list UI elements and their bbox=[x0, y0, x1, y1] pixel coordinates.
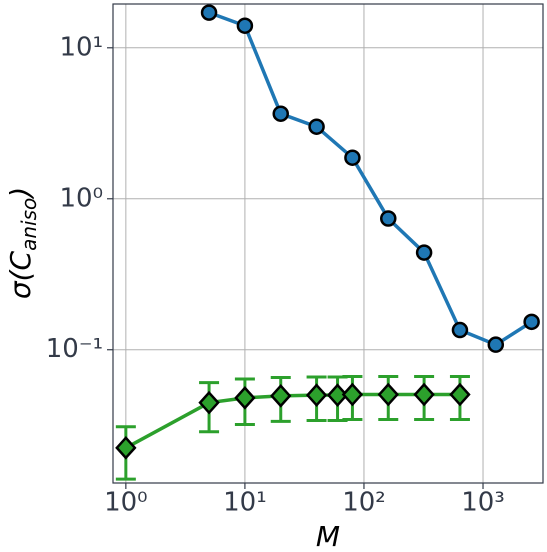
y-label-close: ) bbox=[4, 187, 37, 200]
point bbox=[198, 390, 220, 415]
y-tick-label: 10¹ bbox=[59, 32, 103, 62]
point bbox=[272, 105, 289, 122]
series-line bbox=[208, 10, 533, 347]
point bbox=[341, 382, 364, 407]
point bbox=[200, 4, 218, 21]
point bbox=[523, 313, 540, 331]
x-axis-label: M bbox=[316, 520, 340, 552]
point bbox=[270, 383, 292, 408]
point bbox=[380, 210, 397, 227]
point bbox=[344, 149, 361, 166]
point bbox=[115, 435, 137, 460]
x-tick-label: 10² bbox=[342, 488, 386, 518]
y-tick-label: 10⁰ bbox=[59, 183, 103, 213]
grid bbox=[107, 4, 543, 489]
series-line bbox=[125, 392, 460, 450]
point bbox=[449, 382, 471, 407]
point bbox=[487, 336, 505, 353]
point bbox=[234, 385, 256, 410]
point bbox=[377, 382, 399, 407]
point bbox=[413, 382, 435, 407]
y-axis-label: σ(Caniso) bbox=[4, 187, 41, 299]
axes-frame bbox=[112, 3, 544, 484]
point bbox=[308, 118, 325, 135]
plot-area bbox=[115, 4, 540, 481]
point bbox=[326, 383, 349, 408]
x-tick-label: 10³ bbox=[461, 488, 505, 518]
y-tick-label: 10⁻¹ bbox=[46, 334, 103, 364]
point bbox=[305, 383, 328, 408]
x-tick-label: 10¹ bbox=[223, 488, 267, 518]
point bbox=[236, 17, 254, 34]
x-tick-label: 10⁰ bbox=[104, 488, 148, 518]
y-label-main: σ(C bbox=[4, 250, 37, 299]
point bbox=[415, 244, 433, 261]
y-label-sub: aniso bbox=[17, 198, 41, 251]
point bbox=[451, 321, 469, 339]
